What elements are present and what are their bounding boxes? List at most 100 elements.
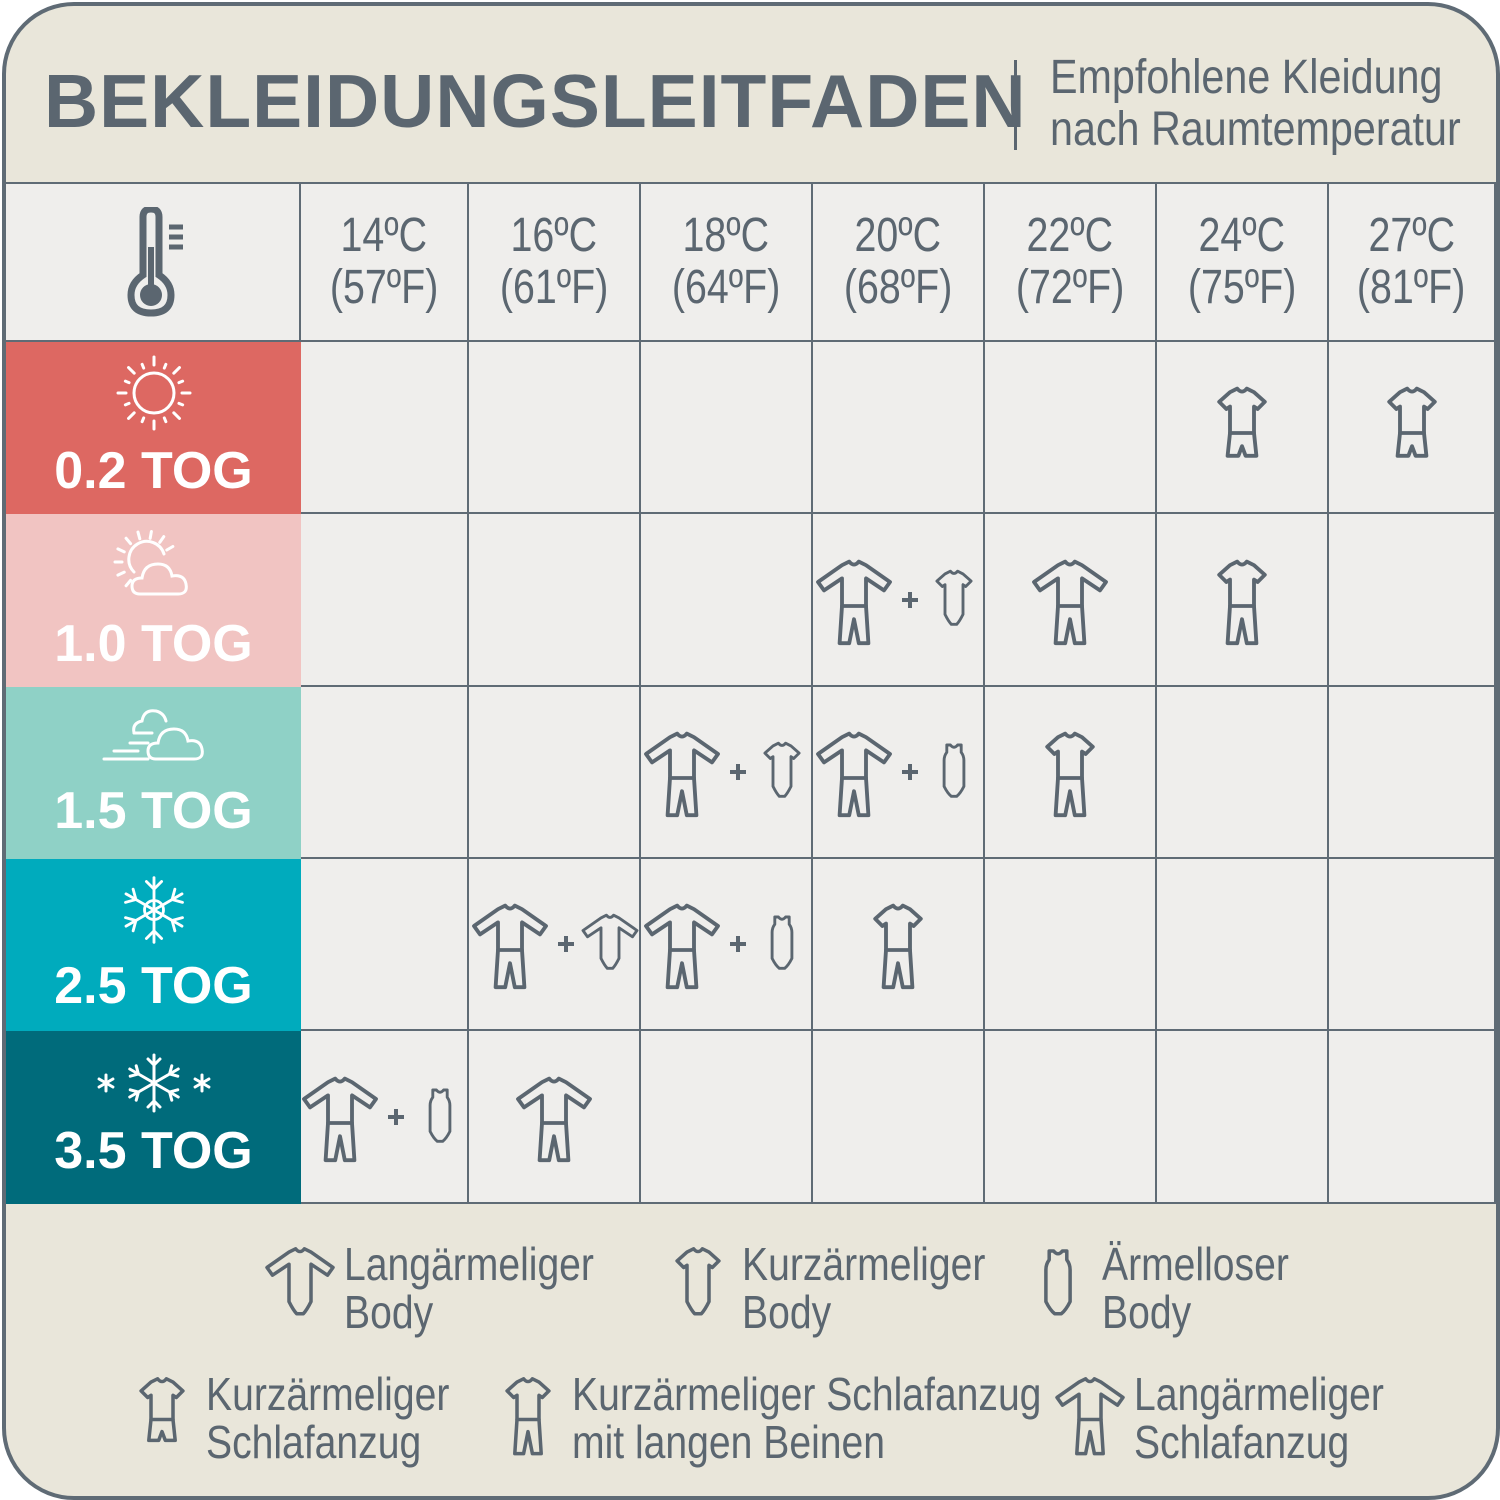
long-sleeve-pyjama-icon (302, 1076, 378, 1162)
table-cell (985, 687, 1157, 859)
tog-table: 14ºC (57ºF) 16ºC (61ºF) 18ºC (64ºF) 20ºC (68ºF)… (6, 182, 1496, 1204)
legend-line2: Body (344, 1286, 434, 1338)
legend-text: Kurzärmeliger Schlafanzug mit langen Bein… (572, 1370, 1041, 1466)
title-divider (1014, 60, 1017, 150)
clothing-combo (1194, 379, 1290, 475)
table-cell (1157, 342, 1329, 514)
temperature-header: 22ºC (72ºF) (985, 184, 1157, 342)
temp-celsius: 27ºC (1368, 209, 1455, 262)
table-cell (641, 859, 813, 1031)
temp-fahrenheit: (61ºF) (499, 261, 609, 314)
temperature-header: 27ºC (81ºF) (1329, 184, 1496, 342)
clothing-combo (1022, 724, 1118, 820)
clothing-combo (1364, 379, 1460, 475)
temp-celsius: 22ºC (1026, 209, 1114, 262)
plus-icon (558, 936, 574, 952)
table-cell (469, 342, 641, 514)
header-corner (6, 184, 301, 342)
legend-item: Langärmeliger Body (256, 1240, 638, 1336)
sleeveless-body-icon (428, 1088, 452, 1143)
plus-icon (902, 764, 918, 780)
temperature-header: 24ºC (75ºF) (1157, 184, 1329, 342)
temp-fahrenheit: (57ºF) (329, 261, 439, 314)
table-cell (813, 859, 985, 1031)
long-sleeve-pyjama-icon (1032, 559, 1108, 645)
long-sleeve-pyjama-icon (516, 1076, 592, 1162)
subtitle: Empfohlene Kleidung nach Raumtemperatur (1050, 52, 1461, 156)
wind-cloud-icon (94, 703, 214, 773)
short-sleeve-body-icon (675, 1247, 721, 1316)
short-sleeve-long-leg-pyjama-icon (1045, 731, 1095, 818)
table-cell (1157, 1031, 1329, 1204)
temp-fahrenheit: (64ºF) (671, 261, 781, 314)
table-cell (469, 859, 641, 1031)
table-cell (985, 1031, 1157, 1204)
legend-text: Langärmeliger Schlafanzug (1134, 1370, 1384, 1466)
temperature-header: 16ºC (61ºF) (469, 184, 641, 342)
table-cell (1157, 514, 1329, 687)
table-cell (1157, 687, 1329, 859)
temp-fahrenheit: (81ºF) (1357, 261, 1466, 314)
legend-line1: Langärmeliger (344, 1238, 594, 1290)
clothing-combo (462, 896, 646, 992)
tog-label: 2.5 TOG (54, 957, 253, 1015)
legend-line2: Body (742, 1286, 832, 1338)
table-cell (813, 687, 985, 859)
temperature-header: 18ºC (64ºF) (641, 184, 813, 342)
clothing-combo (292, 1069, 476, 1165)
table-cell (813, 342, 985, 514)
legend-item: Kurzärmeliger Schlafanzug (118, 1370, 492, 1466)
page-title: BEKLEIDUNGSLEITFADEN (44, 59, 1027, 143)
long-sleeve-pyjama-icon (644, 731, 720, 818)
legend-line1: Ärmelloser (1102, 1238, 1289, 1290)
legend-line1: Kurzärmeliger Schlafanzug (572, 1368, 1042, 1420)
long-sleeve-pyjama-icon (472, 903, 548, 990)
temperature-header: 20ºC (68ºF) (813, 184, 985, 342)
clothing-combo (806, 724, 990, 820)
table-cell (469, 1031, 641, 1204)
sleeveless-body-icon (942, 743, 966, 798)
temperature-header: 14ºC (57ºF) (301, 184, 469, 342)
table-cell (985, 514, 1157, 687)
tog-label: 3.5 TOG (54, 1121, 253, 1180)
plus-icon (388, 1108, 404, 1125)
long-sleeve-pyjama-icon (816, 559, 892, 645)
table-cell (813, 514, 985, 687)
sleeveless-body-icon (770, 915, 794, 970)
table-cell (301, 687, 469, 859)
table-cell (641, 687, 813, 859)
tog-label: 1.0 TOG (54, 614, 253, 673)
temp-celsius: 24ºC (1198, 209, 1286, 262)
clothing-combo (1194, 552, 1290, 648)
legend-line1: Langärmeliger (1134, 1368, 1384, 1420)
legend-line2: Schlafanzug (1134, 1416, 1350, 1468)
legend-item: Langärmeliger Schlafanzug (1046, 1370, 1428, 1466)
short-sleeve-pyjama-icon (139, 1377, 185, 1443)
plus-icon (902, 591, 918, 608)
tog-row-header: 1.0 TOG (6, 514, 301, 687)
tog-row-header: 2.5 TOG (6, 859, 301, 1031)
tog-row-header: 1.5 TOG (6, 687, 301, 859)
short-sleeve-body-icon (763, 741, 801, 798)
clothing-combo (634, 724, 818, 820)
temp-fahrenheit: (68ºF) (843, 261, 953, 314)
table-cell (641, 1031, 813, 1204)
table-cell (641, 342, 813, 514)
snowflakes-icon (94, 1053, 214, 1113)
legend-line2: mit langen Beinen (572, 1416, 886, 1468)
plus-icon (730, 764, 746, 780)
short-sleeve-pyjama-icon (1386, 386, 1437, 458)
tog-row-header: 0.2 TOG (6, 342, 301, 514)
tog-row-header: 3.5 TOG (6, 1031, 301, 1204)
short-sleeve-long-leg-pyjama-icon (505, 1377, 551, 1456)
long-sleeve-pyjama-icon (1055, 1377, 1125, 1456)
short-sleeve-pyjama-icon (1217, 386, 1267, 458)
table-cell (301, 514, 469, 687)
table-cell (1329, 687, 1496, 859)
clothing-combo (806, 552, 990, 648)
legend-text: Langärmeliger Body (344, 1240, 594, 1336)
temp-celsius: 16ºC (510, 209, 598, 262)
short-sleeve-long-leg-pyjama-icon (1217, 559, 1267, 645)
legend-text: Kurzärmeliger Body (742, 1240, 985, 1336)
